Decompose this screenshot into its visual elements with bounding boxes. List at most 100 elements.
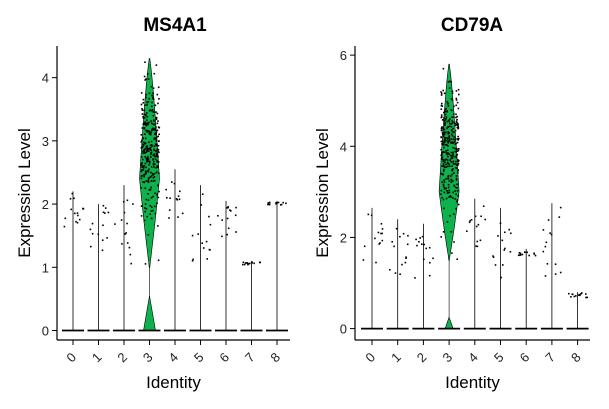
data-point [447, 178, 449, 180]
data-point [146, 157, 149, 159]
data-point [141, 143, 144, 146]
data-point [143, 123, 145, 125]
data-point [367, 213, 370, 216]
data-point [155, 167, 157, 169]
data-point [458, 93, 460, 96]
data-point [144, 210, 146, 213]
data-point [259, 261, 261, 264]
data-point [451, 90, 454, 92]
data-point [449, 80, 451, 83]
data-point [448, 87, 451, 89]
data-point [150, 140, 153, 143]
data-point [234, 214, 237, 217]
data-point [235, 231, 237, 233]
data-point [443, 131, 446, 134]
data-point [153, 173, 155, 175]
violin-8 [566, 292, 589, 330]
data-point [454, 198, 456, 200]
data-point [158, 172, 160, 175]
data-point [149, 144, 152, 147]
data-point [145, 96, 147, 99]
data-point [458, 148, 460, 150]
data-point [144, 79, 146, 81]
data-point [448, 196, 450, 198]
data-point [150, 217, 153, 220]
violin-4 [164, 169, 186, 332]
data-point [447, 105, 450, 107]
data-point [147, 193, 149, 195]
data-point [191, 260, 194, 262]
violin-1 [87, 204, 110, 332]
data-point [202, 247, 205, 249]
data-point [442, 89, 444, 92]
data-point [150, 180, 153, 182]
data-point [126, 222, 128, 225]
x-tick-label: 0 [362, 350, 378, 366]
data-point [177, 195, 180, 197]
data-point [155, 158, 157, 161]
data-point [151, 109, 154, 111]
data-point [449, 159, 452, 162]
data-point [155, 143, 158, 145]
data-point [452, 155, 454, 157]
data-point [449, 195, 452, 197]
data-point [151, 209, 154, 212]
data-point [152, 177, 155, 179]
data-point [146, 160, 148, 163]
data-point [144, 148, 147, 150]
data-point [451, 169, 454, 172]
data-point [144, 263, 147, 265]
data-point [443, 146, 445, 149]
data-point [156, 122, 159, 125]
data-point [453, 172, 455, 174]
data-point [455, 179, 458, 181]
data-point [242, 261, 245, 264]
data-point [152, 129, 155, 131]
data-point [445, 158, 448, 161]
data-point [440, 127, 443, 130]
data-point [280, 204, 282, 206]
data-point [154, 192, 156, 195]
data-point [456, 199, 459, 201]
data-point [152, 195, 154, 198]
data-point [444, 119, 446, 122]
violin-0 [361, 207, 384, 330]
data-point [559, 271, 562, 274]
data-point [440, 116, 443, 119]
data-point [450, 138, 453, 140]
violin-8 [266, 200, 288, 332]
data-point [144, 104, 146, 107]
data-point [446, 101, 449, 103]
data-point [440, 94, 443, 96]
data-point [570, 296, 572, 298]
data-point [399, 235, 401, 238]
data-point [230, 210, 232, 212]
data-point [124, 233, 127, 235]
data-point [378, 243, 380, 245]
data-point [145, 198, 148, 201]
data-point [453, 113, 455, 115]
data-point [147, 122, 149, 124]
data-point [165, 188, 167, 191]
data-point [78, 218, 81, 221]
data-point [399, 273, 401, 275]
data-point [128, 246, 131, 249]
violin-2 [412, 223, 435, 330]
data-point [148, 110, 151, 112]
data-point [140, 187, 143, 189]
data-point [586, 296, 588, 299]
data-point [457, 159, 459, 161]
data-point [149, 132, 152, 134]
data-point [142, 174, 145, 176]
data-point [534, 254, 537, 257]
data-point [443, 120, 446, 123]
data-point [168, 217, 170, 219]
data-point [145, 93, 147, 96]
data-point [441, 105, 444, 107]
data-point [447, 140, 449, 142]
data-point [147, 178, 150, 180]
data-point [440, 193, 442, 196]
data-point [441, 102, 443, 105]
data-point [509, 251, 512, 253]
data-point [452, 162, 455, 165]
